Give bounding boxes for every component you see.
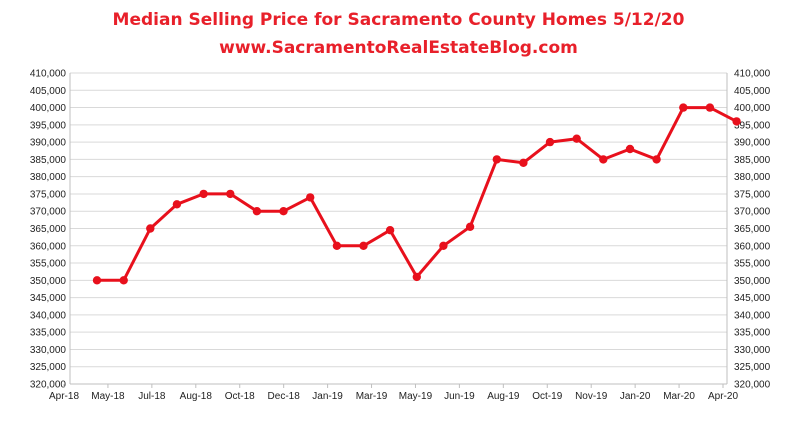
data-point: [732, 117, 741, 126]
y-tick-label-right: 350,000: [734, 276, 771, 287]
data-point: [652, 155, 661, 164]
x-tick-label: May-19: [399, 391, 433, 402]
data-point: [332, 241, 342, 250]
data-point: [519, 158, 528, 167]
x-tick-label: Aug-19: [487, 391, 520, 402]
data-point: [572, 134, 581, 143]
y-tick-label-right: 345,000: [734, 293, 771, 304]
data-point: [359, 241, 368, 250]
y-tick-label-left: 350,000: [30, 276, 67, 287]
y-tick-label-left: 335,000: [30, 328, 67, 339]
y-tick-label-right: 385,000: [734, 155, 771, 166]
chart-title: Median Selling Price for Sacramento Coun…: [112, 10, 685, 30]
y-tick-label-left: 330,000: [30, 345, 67, 356]
x-tick-label: Aug-18: [180, 391, 213, 402]
y-tick-label-left: 380,000: [30, 172, 67, 183]
x-tick-label: May-18: [91, 391, 125, 402]
x-tick-label: Jul-18: [138, 391, 166, 402]
y-tick-label-left: 325,000: [30, 362, 67, 373]
y-tick-label-left: 385,000: [30, 155, 67, 166]
y-tick-label-right: 400,000: [734, 103, 771, 114]
y-tick-label-left: 360,000: [30, 241, 67, 252]
x-tick-label: Oct-19: [532, 391, 562, 402]
y-tick-label-left: 400,000: [30, 103, 67, 114]
y-tick-label-left: 410,000: [30, 69, 67, 80]
y-tick-label-right: 360,000: [734, 241, 771, 252]
y-tick-label-right: 320,000: [734, 380, 771, 391]
data-point: [172, 200, 182, 209]
data-point: [279, 207, 288, 216]
y-tick-label-left: 365,000: [30, 224, 67, 235]
y-tick-label-left: 405,000: [30, 86, 67, 97]
y-tick-label-right: 355,000: [734, 259, 771, 270]
y-tick-label-left: 345,000: [30, 293, 67, 304]
y-tick-label-right: 335,000: [734, 328, 771, 339]
y-tick-label-left: 390,000: [30, 138, 67, 149]
chart-subtitle: www.SacramentoRealEstateBlog.com: [219, 38, 578, 58]
y-tick-label-right: 330,000: [734, 345, 771, 356]
y-tick-label-right: 410,000: [734, 69, 771, 80]
data-point: [545, 137, 555, 147]
x-tick-label: Jan-19: [312, 391, 343, 402]
data-point: [465, 222, 475, 231]
y-tick-label-right: 395,000: [734, 120, 771, 131]
y-tick-label-left: 370,000: [30, 207, 67, 218]
y-tick-label-left: 395,000: [30, 120, 67, 131]
y-tick-label-right: 390,000: [734, 138, 771, 149]
data-point: [625, 144, 635, 154]
data-point: [119, 276, 128, 285]
x-tick-label: Apr-20: [708, 391, 738, 402]
x-tick-label: Dec-18: [268, 391, 301, 402]
y-tick-label-right: 365,000: [734, 224, 771, 235]
y-tick-label-right: 370,000: [734, 207, 771, 218]
y-tick-label-left: 340,000: [30, 310, 67, 321]
x-tick-label: Mar-19: [356, 391, 388, 402]
y-tick-label-right: 375,000: [734, 189, 771, 200]
data-point: [705, 103, 715, 112]
y-tick-label-right: 405,000: [734, 86, 771, 97]
x-tick-label: Apr-18: [49, 391, 79, 402]
y-tick-label-left: 375,000: [30, 189, 67, 200]
data-point: [412, 272, 421, 282]
y-tick-label-right: 325,000: [734, 362, 771, 373]
data-point: [385, 226, 395, 235]
y-tick-label-right: 380,000: [734, 172, 771, 183]
data-point: [146, 224, 155, 233]
y-tick-label-left: 355,000: [30, 259, 67, 270]
x-tick-label: Mar-20: [663, 391, 695, 402]
x-tick-label: Jan-20: [620, 391, 651, 402]
data-point: [92, 276, 102, 285]
data-point: [199, 189, 208, 199]
data-point: [492, 155, 501, 164]
data-point: [252, 207, 262, 216]
x-tick-label: Oct-18: [225, 391, 255, 402]
data-point: [599, 155, 608, 164]
y-tick-label-left: 320,000: [30, 380, 67, 391]
data-point: [226, 189, 235, 199]
y-tick-label-right: 340,000: [734, 310, 771, 321]
x-tick-label: Nov-19: [575, 391, 608, 402]
data-point: [439, 241, 448, 250]
data-point: [679, 103, 688, 112]
data-point: [306, 193, 315, 202]
x-tick-label: Jun-19: [444, 391, 475, 402]
